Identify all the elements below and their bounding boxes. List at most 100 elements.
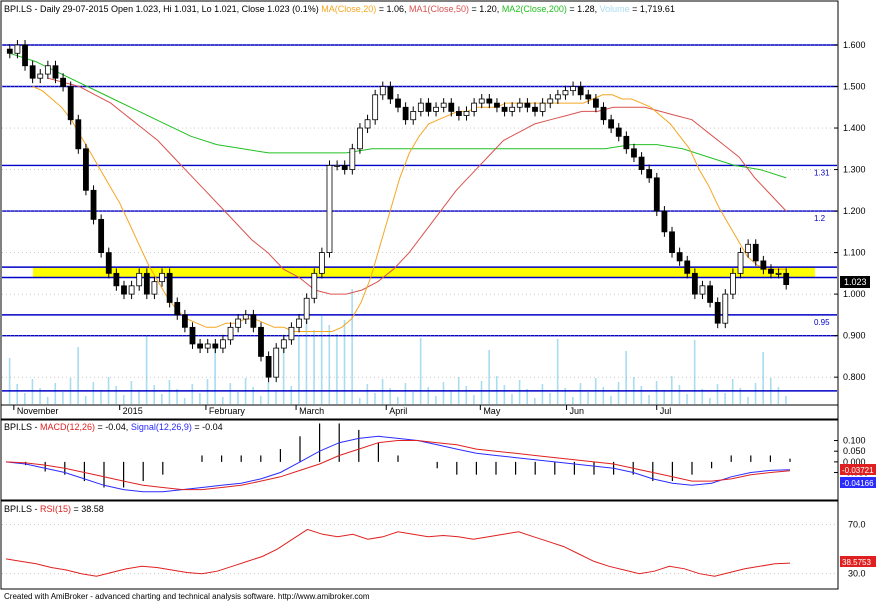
signal-label: Signal(12,26,9)	[131, 422, 192, 432]
month-label: February	[209, 406, 246, 416]
volume-bar	[39, 388, 41, 404]
candle-body	[417, 102, 424, 112]
volume-bar	[62, 392, 64, 404]
rsi-header: BPI.LS - RSI(15) = 38.58	[4, 504, 104, 514]
candle-body	[296, 318, 302, 328]
volume-bar	[640, 386, 643, 404]
candle-body	[364, 119, 371, 129]
candle-body	[220, 339, 226, 349]
ma200-label: MA2(Close,200)	[502, 4, 567, 14]
volume-bar	[92, 382, 95, 404]
candle-body	[646, 169, 653, 179]
month-label: November	[17, 406, 59, 416]
volume-bar	[191, 384, 194, 404]
candle-body	[631, 148, 637, 158]
candle-body	[699, 285, 706, 295]
volume-bar	[343, 320, 346, 404]
candle-body	[539, 102, 546, 112]
volume-bar	[534, 398, 536, 404]
price-axis: 1.600 1.500 1.400 1.300 1.200 1.100 1.000 0.900…	[834, 40, 866, 382]
volume-bar	[686, 394, 688, 404]
footer-credit: Created with AmiBroker - advanced charti…	[4, 592, 370, 601]
volume-bar	[754, 383, 757, 404]
candle-body	[585, 94, 592, 100]
macd-value-tag: -0.03721	[840, 464, 876, 475]
month-axis: November 2015 February March April May Jun Jul	[13, 405, 671, 416]
volume-bar	[275, 391, 277, 404]
volume-bar	[587, 392, 589, 404]
candle-body	[349, 148, 356, 170]
candle-body	[547, 98, 554, 104]
volume-bar	[549, 393, 551, 404]
volume-bar	[412, 392, 414, 404]
rsi-symbol: BPI.LS	[4, 504, 32, 514]
volume-bar	[663, 390, 666, 404]
volume-bar	[282, 337, 285, 404]
macd-tick-label: 0.000	[843, 457, 866, 467]
volume-bar	[24, 393, 26, 404]
candle-body	[433, 106, 439, 112]
volume-bar	[145, 336, 148, 404]
volume-bar	[556, 339, 559, 404]
candle-body	[516, 102, 523, 108]
volume-bar	[389, 388, 391, 404]
candle-body	[593, 98, 599, 108]
candle-body	[379, 86, 386, 96]
candlesticks	[6, 40, 790, 383]
candle-body	[600, 106, 607, 121]
rsi-panel-frame	[0, 500, 839, 590]
candle-body	[760, 260, 767, 270]
volume-bar	[465, 386, 468, 404]
y-tick-label: 1.300	[843, 165, 866, 175]
volume-bar	[785, 396, 787, 404]
volume-bar	[503, 385, 506, 404]
volume-bar	[199, 393, 201, 404]
volume-bar	[267, 382, 270, 404]
candle-body	[258, 326, 264, 357]
volume-bar	[777, 387, 780, 404]
ma20-value: = 1.06,	[376, 4, 409, 14]
candle-body	[159, 272, 165, 283]
candle-body	[60, 77, 66, 87]
volume-bar	[602, 387, 605, 404]
volume-bar	[579, 383, 582, 404]
candle-body	[44, 65, 51, 75]
month-label: May	[483, 406, 501, 416]
volume-bar	[572, 397, 574, 404]
rsi-line	[5, 528, 791, 577]
ma50-line	[47, 77, 787, 295]
candle-body	[661, 210, 668, 233]
volume-bar	[648, 395, 650, 404]
ma50-value: = 1.20,	[469, 4, 502, 14]
candle-body	[714, 302, 721, 324]
candle-body	[669, 231, 675, 253]
candle-body	[235, 318, 242, 328]
macd-label: MACD(12,26)	[40, 422, 95, 432]
volume-bar	[427, 387, 430, 404]
candle-body	[326, 165, 333, 253]
candle-body	[577, 86, 584, 96]
candle-body	[75, 119, 82, 150]
y-tick-label: 1.100	[843, 248, 866, 258]
volume-bar	[374, 393, 376, 404]
volume-bar	[259, 396, 262, 404]
price-header: BPI.LS - Daily 29-07-2015 Open 1.023, Hi…	[4, 4, 675, 14]
candle-body	[83, 148, 89, 191]
candle-body	[562, 90, 569, 96]
volume-bar	[122, 395, 125, 404]
candle-body	[608, 119, 615, 129]
rsi-indicator: 70.0 30.0	[2, 519, 866, 579]
candle-body	[691, 272, 698, 295]
candle-body	[29, 65, 36, 79]
rsi-tag-text: 38.5753	[842, 558, 871, 567]
y-tick-label: 1.200	[843, 206, 866, 216]
candle-body	[318, 252, 325, 274]
support-band	[33, 267, 815, 278]
signal-value-tag: -0.04166	[840, 477, 876, 488]
candle-body	[722, 293, 729, 324]
candle-body	[440, 102, 447, 108]
candle-body	[98, 218, 105, 253]
candle-body	[532, 106, 538, 112]
candle-body	[570, 86, 576, 92]
